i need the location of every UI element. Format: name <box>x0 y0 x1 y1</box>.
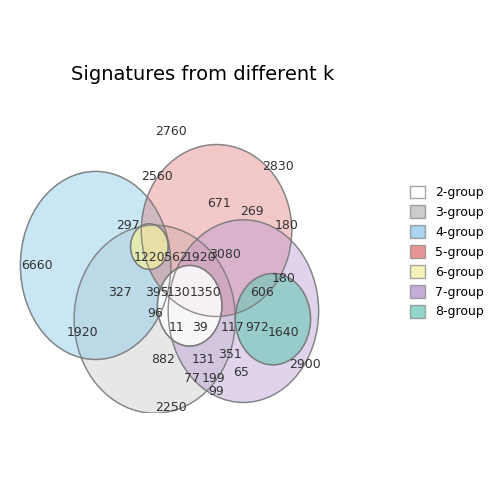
Text: 1640: 1640 <box>268 326 299 339</box>
Ellipse shape <box>20 171 171 359</box>
Ellipse shape <box>74 225 235 413</box>
Text: 395: 395 <box>146 286 169 299</box>
Text: 65: 65 <box>233 366 248 380</box>
Text: 130: 130 <box>167 286 191 299</box>
Text: 39: 39 <box>193 321 208 334</box>
Text: 1920: 1920 <box>67 326 98 339</box>
Text: 972: 972 <box>245 321 269 334</box>
Text: 2560: 2560 <box>142 170 173 183</box>
Ellipse shape <box>235 274 310 365</box>
Text: 3080: 3080 <box>209 248 240 261</box>
Text: 199: 199 <box>202 372 226 385</box>
Text: 269: 269 <box>239 205 263 218</box>
Text: 77: 77 <box>184 372 201 385</box>
Text: 96: 96 <box>147 307 163 321</box>
Ellipse shape <box>168 220 319 403</box>
Text: 351: 351 <box>218 348 242 360</box>
Ellipse shape <box>157 266 222 346</box>
Text: 6660: 6660 <box>21 259 52 272</box>
Text: 180: 180 <box>272 272 296 285</box>
Text: 1350: 1350 <box>190 286 222 299</box>
Text: 297: 297 <box>116 219 140 232</box>
Text: 606: 606 <box>250 286 274 299</box>
Ellipse shape <box>141 145 292 317</box>
Text: 562: 562 <box>164 251 188 264</box>
Ellipse shape <box>131 224 168 270</box>
Text: 131: 131 <box>192 353 215 366</box>
Title: Signatures from different k: Signatures from different k <box>72 65 335 84</box>
Text: 117: 117 <box>221 321 244 334</box>
Text: 1920: 1920 <box>184 251 216 264</box>
Text: 11: 11 <box>168 321 184 334</box>
Text: 2830: 2830 <box>263 159 294 172</box>
Text: 2900: 2900 <box>289 358 321 371</box>
Text: 2250: 2250 <box>155 401 186 414</box>
Text: 671: 671 <box>207 197 231 210</box>
Text: 1220: 1220 <box>134 251 165 264</box>
Text: 2760: 2760 <box>155 124 186 138</box>
Text: 882: 882 <box>151 353 175 366</box>
Text: 99: 99 <box>209 385 224 398</box>
Text: 327: 327 <box>108 286 132 299</box>
Legend: 2-group, 3-group, 4-group, 5-group, 6-group, 7-group, 8-group: 2-group, 3-group, 4-group, 5-group, 6-gr… <box>405 180 489 324</box>
Text: 180: 180 <box>275 219 298 232</box>
